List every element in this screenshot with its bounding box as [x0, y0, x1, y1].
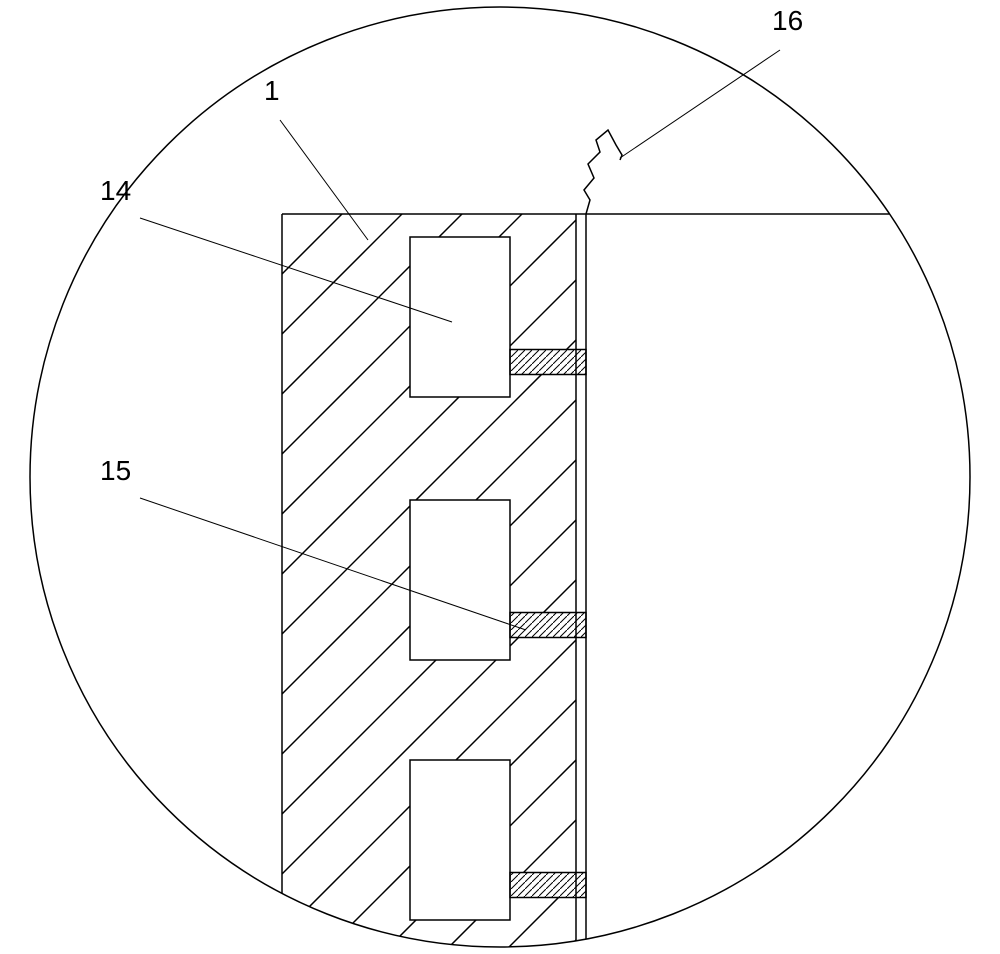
label-14: 14 — [100, 175, 131, 206]
diagram-container: 1 14 15 16 — [0, 0, 1000, 954]
label-16: 16 — [772, 5, 803, 36]
label-1: 1 — [264, 75, 280, 106]
technical-diagram: 1 14 15 16 — [0, 0, 1000, 954]
label-15: 15 — [100, 455, 131, 486]
